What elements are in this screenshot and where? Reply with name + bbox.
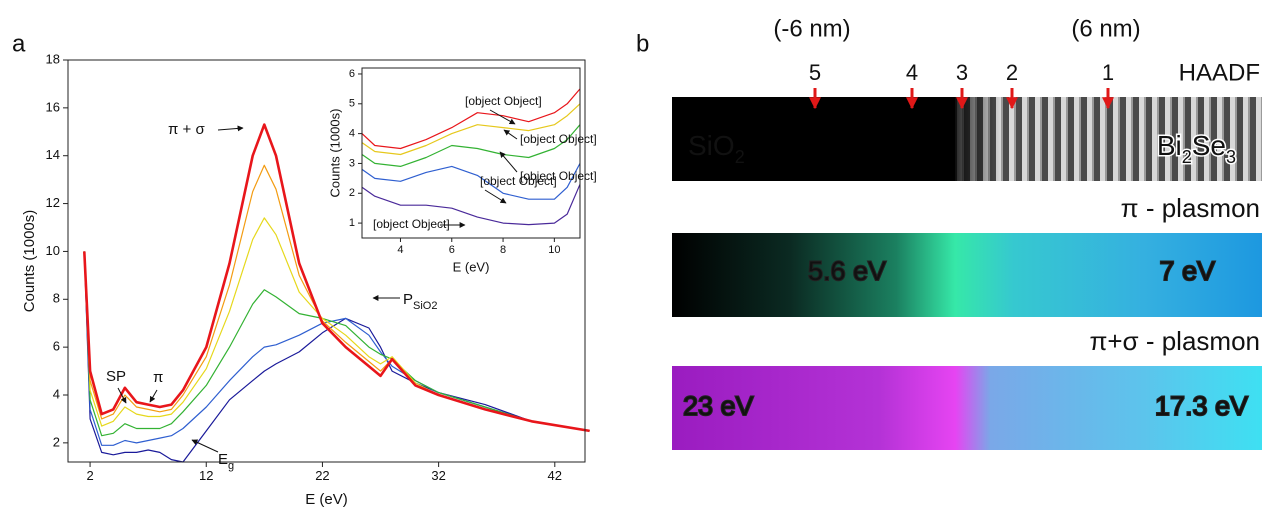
inset-annotation: [object Object] [520,169,597,183]
x-tick-label: 2 [86,468,93,483]
position-marker-label: 3 [956,60,968,85]
x-tick-label: 6 [449,244,455,256]
position-marker-label: 4 [906,60,918,85]
haadf-lattice [955,97,1262,181]
y-tick-label: 4 [53,386,60,401]
spectrum-line [361,184,581,226]
image-title: HAADF [1179,59,1260,86]
annotation: π [153,369,163,386]
x-tick-label: 4 [397,244,403,256]
image-label-sub: 2 [735,147,745,167]
image-label: SiO2 [688,130,745,166]
spectrum-line [83,251,590,463]
annotation-main: π + σ [168,121,205,138]
image-label: Bi2Se3 [1157,130,1236,166]
annotation: SP [106,368,126,385]
map-value: 7 eV [1159,256,1215,286]
position-marker-label: 5 [809,60,821,85]
map-value: 23 eV [683,391,754,421]
inset-annotation: [object Object] [465,94,542,108]
image-label-main: Bi [1157,130,1182,161]
annotation-main: P [403,291,413,308]
x-axis-label: E (eV) [305,491,348,508]
map-value: 5.6 eV [808,256,886,286]
x-axis-label: E (eV) [453,259,490,274]
position-label: (6 nm) [1071,15,1140,42]
spectrum-line [83,217,590,432]
annotation-arrow [499,151,518,173]
annotation-arrow [503,129,518,140]
x-tick-label: 32 [431,468,445,483]
spectrum-line [361,88,581,150]
panel-label: b [636,30,649,57]
x-tick-label: 12 [199,468,213,483]
plot-background [362,68,580,238]
inset-annotation: [object Object] [520,132,597,146]
annotation-main: π [153,369,163,386]
y-axis-label: Counts (1000s) [327,109,342,198]
inset-annotation: [object Object] [480,174,557,188]
y-tick-label: 14 [46,147,60,162]
annotation-arrow [217,125,244,132]
y-tick-label: 1 [349,217,355,229]
spectrum-line [361,163,581,200]
image-label-sub: 3 [1226,147,1236,167]
y-tick-label: 4 [349,128,355,140]
pi-map-image [672,233,1262,317]
image-label-sub: 2 [1182,147,1192,167]
axis-frame [67,59,586,463]
y-tick-label: 12 [46,195,60,210]
map-value: 17.3 eV [1155,391,1248,421]
x-tick-label: 22 [315,468,329,483]
image-label-main: Se [1192,130,1226,161]
annotation-arrow [149,389,158,403]
annotation: π + σ [168,121,205,138]
x-tick-label: 8 [500,244,506,256]
annotation-main: E [218,451,228,468]
annotation-arrow [489,109,516,125]
y-tick-label: 16 [46,99,60,114]
spectrum-line [83,251,590,437]
position-marker-label: 2 [1006,60,1018,85]
annotation-sub: SiO2 [413,300,437,312]
axis-frame [361,67,581,239]
haadf-interface [945,97,1000,181]
annotation: Eg [218,451,234,472]
y-tick-label: 2 [349,187,355,199]
annotation-arrow [484,189,507,204]
y-tick-label: 10 [46,243,60,258]
x-tick-label: 10 [548,244,560,256]
x-tick-label: 42 [548,468,562,483]
position-marker-label: 1 [1102,60,1114,85]
annotation-arrow [191,439,219,453]
spectrum-line [361,124,581,167]
inset-annotation: [object Object] [373,217,450,231]
y-tick-label: 6 [349,68,355,80]
annotation-arrow [117,387,127,404]
pisigma-map-image [672,366,1262,450]
y-tick-label: 18 [46,51,60,66]
y-tick-label: 5 [349,98,355,110]
annotation-sub: g [228,460,234,472]
y-tick-label: 6 [53,339,60,354]
y-axis-label: Counts (1000s) [21,210,38,313]
y-tick-label: 3 [349,157,355,169]
panel-label: a [12,30,26,57]
image-title: π+σ - plasmon [1089,326,1260,356]
y-tick-label: 8 [53,291,60,306]
spectrum-line [83,123,590,433]
image-label-main: SiO [688,130,735,161]
position-label: (-6 nm) [773,15,850,42]
spectrum-line [361,103,581,156]
y-tick-label: 2 [53,434,60,449]
annotation-main: SP [106,368,126,385]
image-title: π - plasmon [1121,193,1260,223]
annotation: PSiO2 [403,291,437,312]
